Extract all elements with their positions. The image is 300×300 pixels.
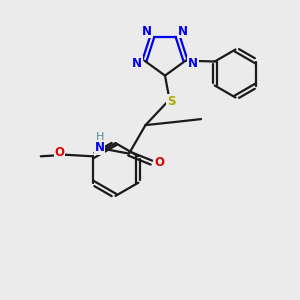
Text: S: S (167, 94, 175, 108)
Text: O: O (154, 156, 164, 169)
Text: N: N (94, 141, 105, 154)
Text: N: N (188, 57, 198, 70)
Text: O: O (55, 146, 64, 159)
Text: H: H (95, 131, 104, 142)
Text: N: N (178, 25, 188, 38)
Text: N: N (132, 57, 142, 70)
Text: N: N (142, 25, 152, 38)
